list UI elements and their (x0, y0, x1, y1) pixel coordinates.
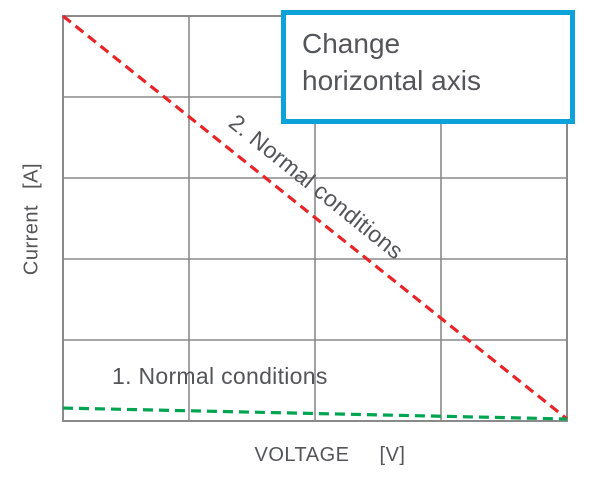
x-axis-label: VOLTAGE [V] (190, 444, 470, 467)
x-axis-title: VOLTAGE (254, 444, 350, 466)
y-axis-title: Current (20, 204, 43, 276)
series-lines (62, 15, 568, 421)
callout-text-line1: Change (302, 28, 401, 59)
callout-change-axis: Change horizontal axis (281, 10, 575, 124)
series1-label: 1. Normal conditions (112, 363, 328, 389)
series-line-1 (62, 15, 568, 421)
series-line-2 (62, 406, 568, 421)
y-axis-label: Current [A] (21, 163, 44, 275)
callout-text-line2: horizontal axis (302, 65, 481, 96)
y-axis-unit: [A] (20, 162, 43, 189)
x-axis-unit: [V] (379, 444, 406, 466)
